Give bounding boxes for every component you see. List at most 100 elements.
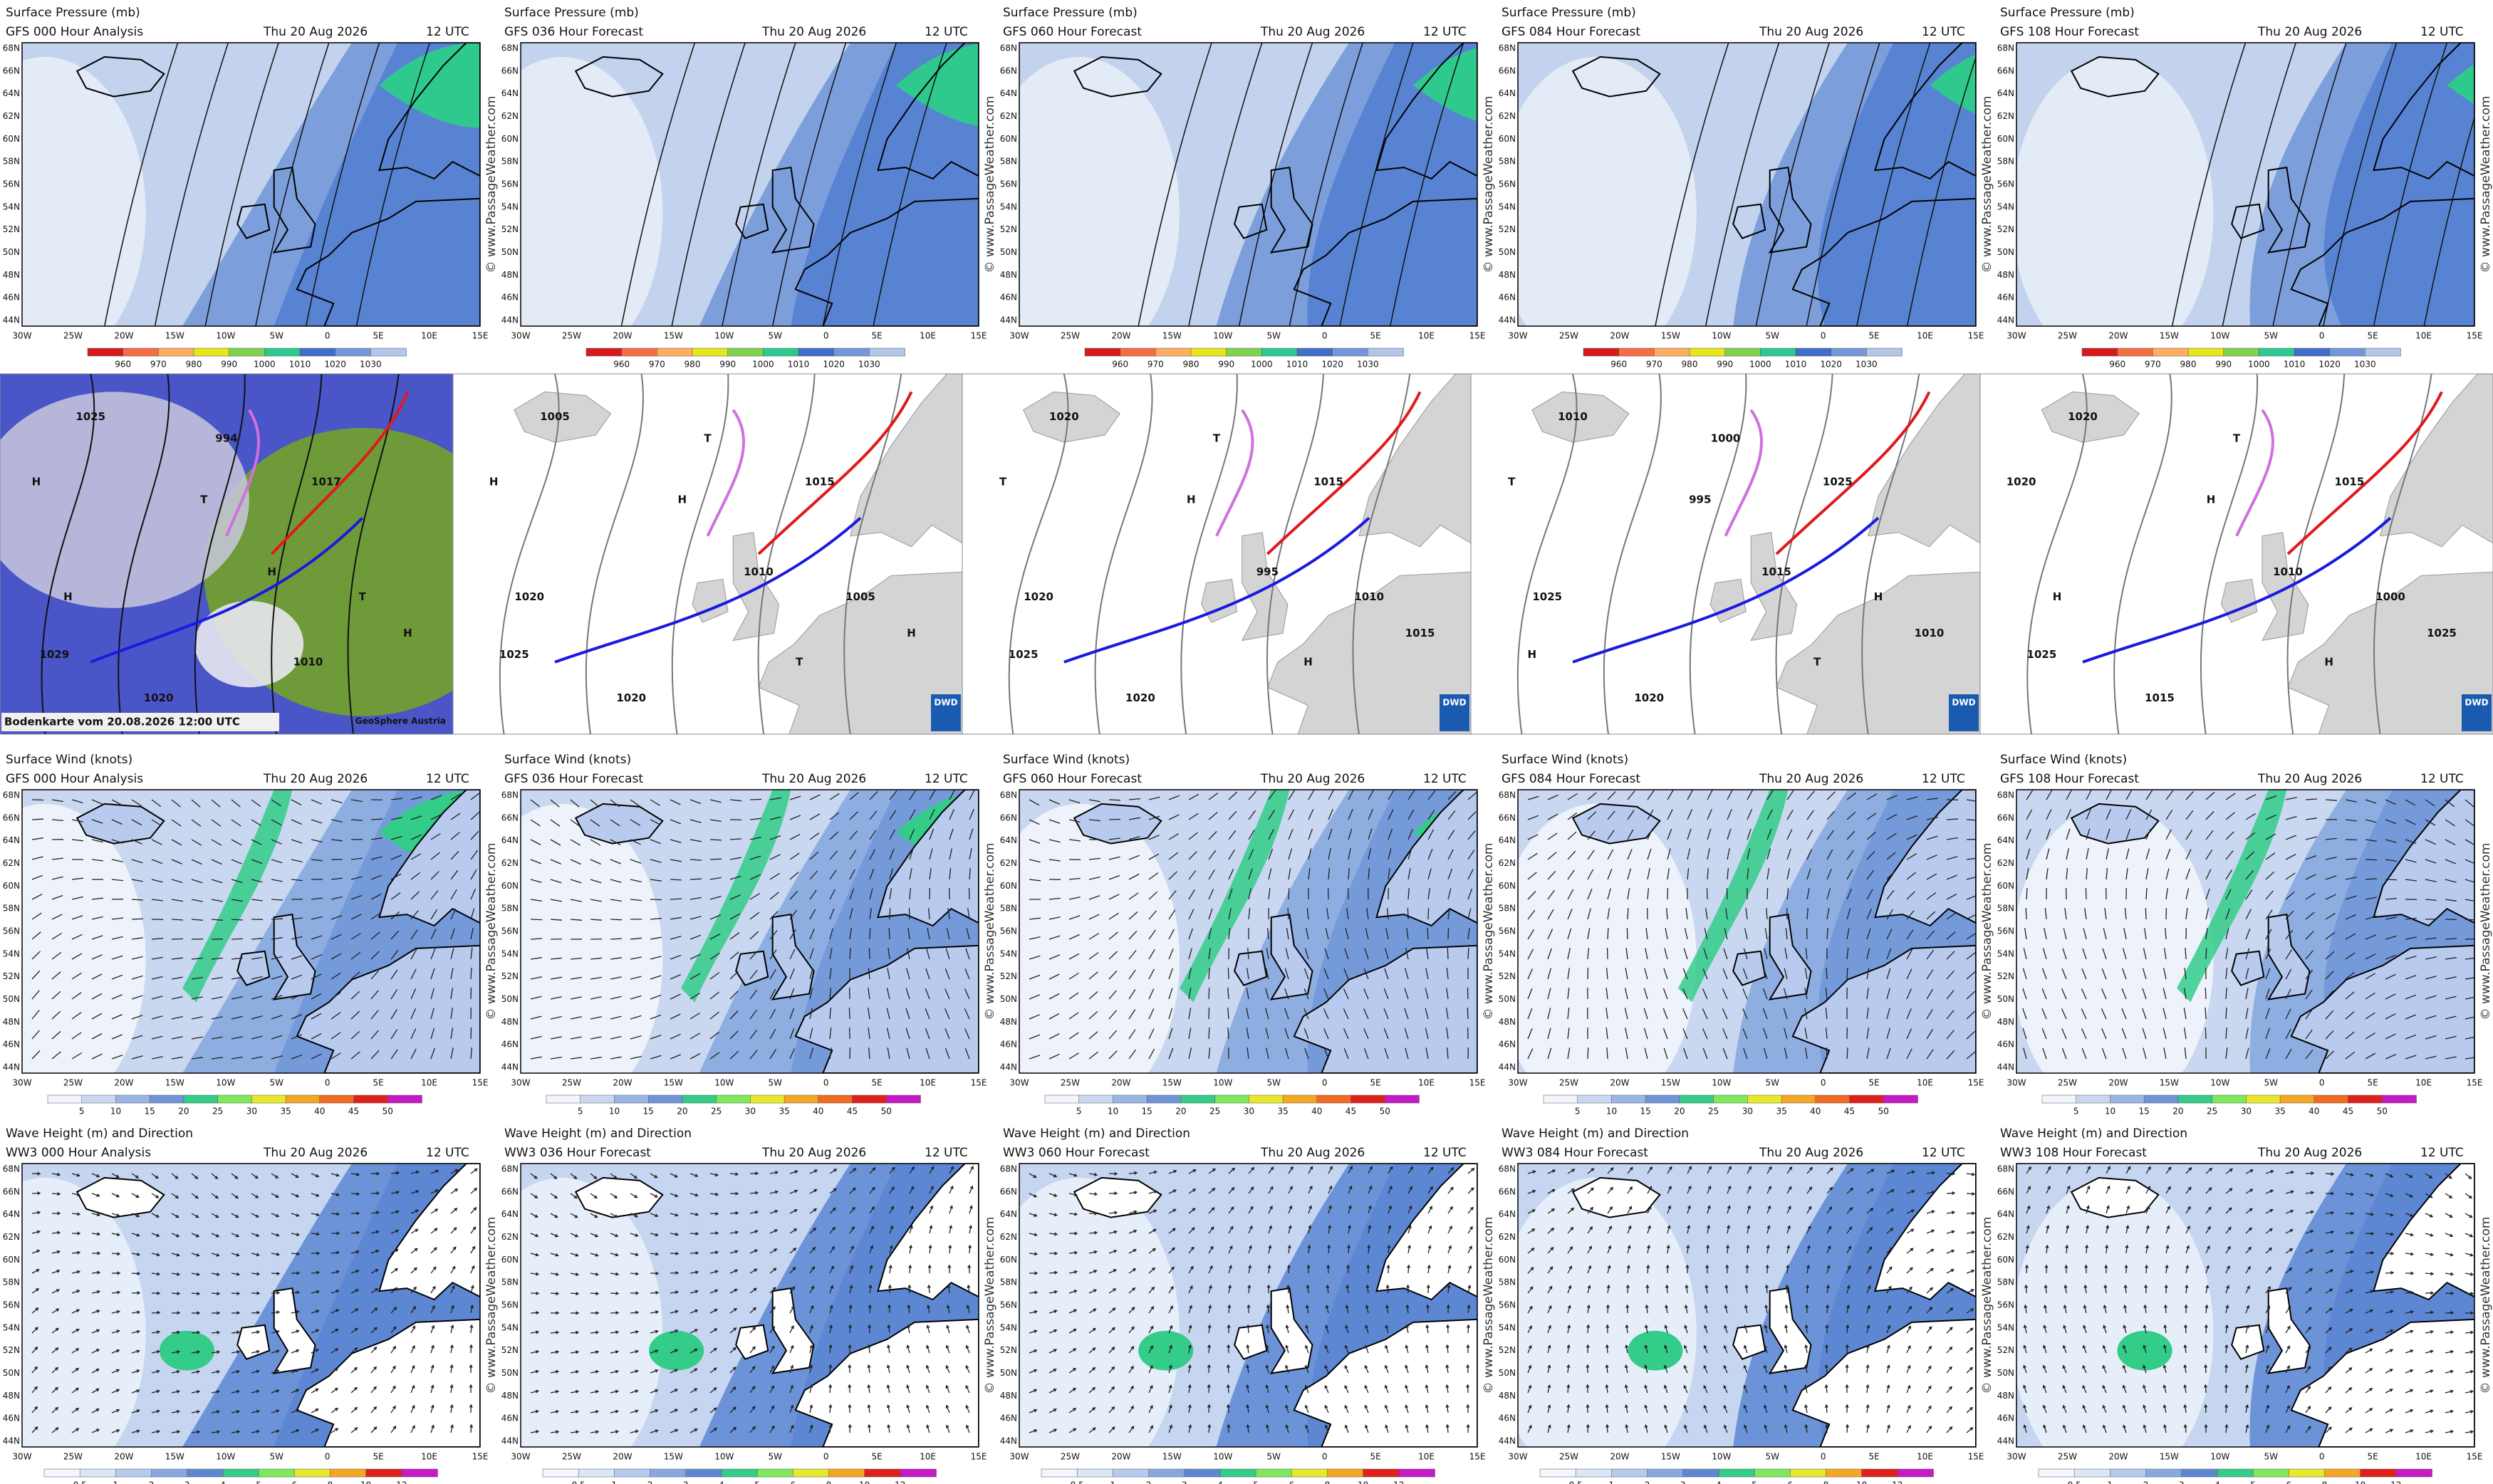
direction-arrow <box>1547 909 1554 920</box>
direction-arrow <box>370 1386 377 1394</box>
direction-arrow <box>1247 1284 1251 1294</box>
direction-arrow <box>1566 1384 1571 1394</box>
direction-arrow <box>331 1290 340 1294</box>
direction-arrow <box>2165 1225 2170 1234</box>
direction-arrow <box>1786 1186 1792 1194</box>
direction-arrow <box>251 1369 260 1374</box>
direction-arrow <box>2445 1193 2453 1198</box>
direction-arrow <box>1683 1384 1688 1394</box>
direction-arrow <box>869 908 872 920</box>
lat-label: 46N <box>501 1414 519 1423</box>
direction-arrow <box>390 949 399 960</box>
panel-date: Thu 20 Aug 2026 <box>761 25 866 39</box>
colorbar-segment <box>217 1094 253 1104</box>
direction-arrow <box>231 879 243 884</box>
direction-arrow <box>946 1324 950 1334</box>
direction-arrow <box>1148 891 1158 900</box>
land <box>1768 166 1812 254</box>
direction-arrow <box>1285 1324 1289 1334</box>
direction-arrow <box>1168 968 1173 980</box>
direction-arrow <box>1366 908 1369 920</box>
direction-arrow <box>291 974 303 980</box>
direction-arrow <box>1188 1008 1192 1020</box>
direction-arrow <box>2285 988 2291 1000</box>
pressure-label: 994 <box>215 432 237 445</box>
direction-arrow <box>2086 828 2091 840</box>
direction-arrow <box>1846 967 1848 980</box>
direction-arrow <box>1029 879 1041 882</box>
direction-arrow <box>1208 1187 1216 1194</box>
direction-arrow <box>1108 1191 1118 1196</box>
direction-arrow <box>2265 1247 2273 1254</box>
panel-model: GFS 036 Hour Forecast <box>504 25 643 39</box>
direction-arrow <box>2425 1369 2434 1374</box>
direction-arrow <box>151 1015 163 1020</box>
direction-arrow <box>51 991 61 1000</box>
direction-arrow <box>530 1349 540 1354</box>
lat-label: 48N <box>1499 1017 1516 1027</box>
direction-arrow <box>610 1173 618 1179</box>
direction-arrow <box>2425 839 2436 845</box>
direction-arrow <box>2365 897 2377 900</box>
direction-arrow <box>2365 1368 2373 1374</box>
direction-arrow <box>2465 938 2474 940</box>
direction-arrow <box>829 948 833 960</box>
direction-arrow <box>1865 1384 1870 1394</box>
isobar <box>255 43 330 326</box>
logo: DWD <box>934 698 957 708</box>
land <box>2373 790 2474 927</box>
direction-arrow <box>1786 868 1791 880</box>
direction-arrow <box>909 1225 913 1234</box>
direction-arrow <box>1208 948 1211 960</box>
direction-arrow <box>1643 1008 1648 1020</box>
direction-arrow <box>749 1230 759 1234</box>
direction-arrow <box>789 1424 794 1433</box>
direction-arrow <box>449 1404 454 1414</box>
direction-arrow <box>868 1284 873 1294</box>
direction-arrow <box>1722 968 1728 980</box>
land <box>1269 166 1313 254</box>
direction-arrow <box>2183 1423 2187 1433</box>
direction-arrow <box>2204 1384 2208 1394</box>
pressure-label: 1015 <box>805 475 835 488</box>
map-frame <box>2016 789 2475 1074</box>
direction-arrow <box>1188 1028 1192 1040</box>
direction-arrow <box>925 968 930 980</box>
direction-arrow <box>590 859 601 865</box>
direction-arrow <box>2265 949 2271 960</box>
direction-arrow <box>1906 1305 1912 1314</box>
land <box>1791 197 1976 326</box>
lat-label: 66N <box>501 1186 519 1196</box>
direction-arrow <box>370 1030 379 1040</box>
direction-arrow <box>1343 968 1349 980</box>
direction-arrow <box>1108 931 1118 940</box>
direction-arrow <box>809 1008 813 1020</box>
direction-arrow <box>350 1327 358 1334</box>
direction-arrow <box>570 1350 580 1354</box>
lat-label: 56N <box>1997 926 2014 936</box>
direction-arrow <box>630 1330 640 1334</box>
direction-arrow <box>869 1167 876 1174</box>
direction-arrow <box>2465 1410 2474 1414</box>
direction-arrow <box>2122 1047 2127 1060</box>
colorbar-segment <box>869 348 905 357</box>
colorbar-segment <box>2212 1094 2247 1104</box>
direction-arrow <box>650 1055 662 1060</box>
direction-arrow <box>1846 1206 1853 1214</box>
direction-arrow <box>2285 1345 2290 1354</box>
panel-title: Wave Height (m) and Direction <box>1003 1127 1190 1141</box>
lon-label: 25W <box>1061 1452 1080 1462</box>
pressure-label: H <box>1187 493 1196 506</box>
direction-arrow <box>530 839 541 846</box>
pressure-label: H <box>1528 648 1537 661</box>
direction-arrow <box>1806 1245 1811 1254</box>
direction-arrow <box>1627 1166 1633 1174</box>
direction-arrow <box>1324 1364 1329 1374</box>
provider: GeoSphere Austria <box>355 716 446 726</box>
direction-arrow <box>828 1364 833 1374</box>
direction-arrow <box>1108 837 1120 840</box>
lat-label: 68N <box>501 1164 519 1174</box>
colorbar-segment <box>1249 1094 1284 1104</box>
direction-arrow <box>1188 1208 1196 1214</box>
